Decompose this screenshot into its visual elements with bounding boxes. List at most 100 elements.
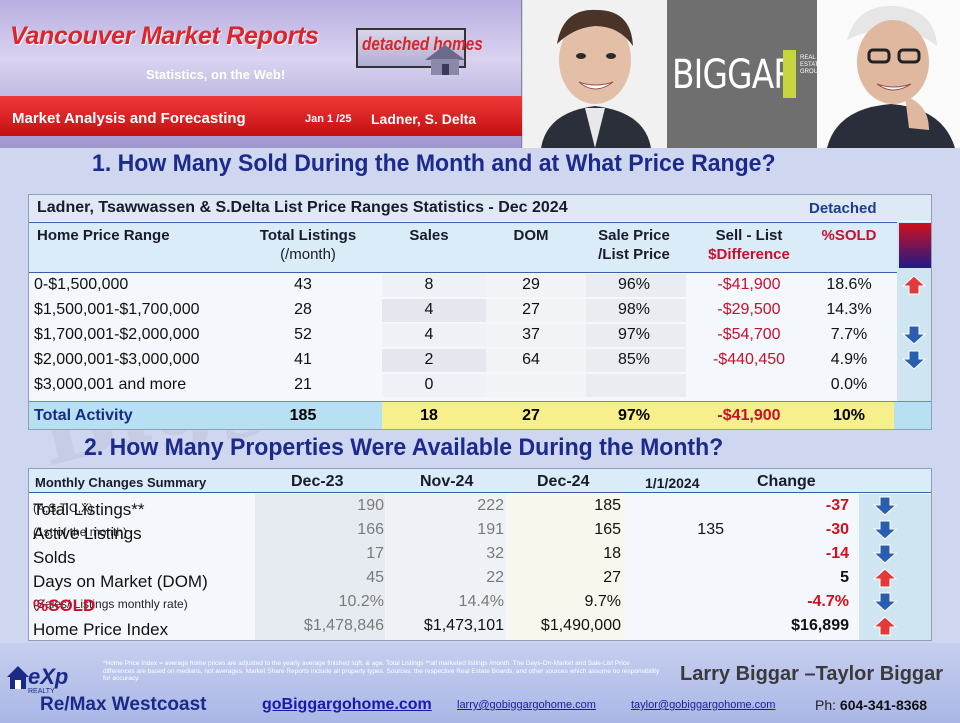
monthly-changes-table: Monthly Changes Summary Dec-23 Nov-24 De… [28,468,932,641]
phone-label: Ph: [815,697,837,713]
site-subtitle: Statistics, on the Web! [146,67,286,82]
listings: 43 [294,276,312,293]
total-highlight [382,402,894,429]
phone-number: 604-341-8368 [839,697,928,713]
table-row: $2,000,001-$3,000,000 41 2 64 85% -$440,450 4.… [29,349,931,372]
table-row: Home Price Index $1,478,846 $1,473,101 $1,4… [29,614,931,639]
house-icon [425,45,465,75]
sales: 2 [424,351,434,368]
table-row: Solds 17 32 18 -14 [29,542,931,567]
value-dec23: $1,478,846 [303,617,384,634]
col-pct-sold: %SOLD [821,227,877,244]
value-nov24: 191 [477,521,504,538]
table-title: Ladner, Tsawwassen & S.Delta List Price … [37,199,568,216]
report-area: Ladner, S. Delta [371,111,477,127]
value-dec24: $1,490,000 [540,617,621,634]
property-type: Detached [809,200,877,217]
sale-list-ratio: 96% [617,276,651,293]
value-dec24: 27 [603,569,621,586]
agent-photo-taylor [523,0,667,148]
badge-label: detached homes [362,34,483,54]
metric-label: Active Listings (1st of the month) [33,524,142,543]
arrow-down-icon [872,592,898,612]
listings: 52 [294,326,312,343]
sale-list-ratio: 85% [617,351,651,368]
total-row: Total Activity 185 18 27 97% -$41,900 10… [29,401,931,429]
arrow-up-icon [872,568,898,588]
email-taylor-link[interactable]: taylor@gobiggargohome.com [631,699,776,711]
total-listings: 185 [289,407,317,424]
value-nov24: $1,473,101 [423,617,504,634]
price-range-table: Ladner, Tsawwassen & S.Delta List Price … [28,194,932,430]
value-change: -30 [825,521,849,538]
table-row: %SOLD (Sales/ Listings monthly rate) 10.2… [29,590,931,615]
total-dom: 27 [522,407,540,424]
website-link[interactable]: goBiggargohome.com [262,696,432,713]
col-jan: 1/1/2024 [645,475,700,491]
agent-names: Larry Biggar –Taylor Biggar [680,663,944,685]
value-dec23: 166 [357,521,384,538]
col-shade [507,494,625,640]
value-dec23: 10.2% [338,593,384,610]
logo-accent [783,50,796,98]
section2-heading: 2. How Many Properties Were Available Du… [84,434,724,461]
sale-list-ratio: 98% [617,301,651,318]
col-shade [386,494,506,640]
exp-logo: eXp [28,664,69,689]
sales: 0 [424,376,434,393]
value-change: -4.7% [807,593,849,610]
price-range: $3,000,001 and more [34,376,187,393]
dom: 37 [522,326,540,343]
value-nov24: 14.4% [458,593,504,610]
table-row: Total Listings** (A,S,T,C,X) 190 222 185 -37 [29,494,931,519]
pct-sold: 4.9% [830,351,868,368]
value-dec24: 185 [594,497,621,514]
pct-sold: 14.3% [826,301,872,318]
table-row: Days on Market (DOM) 45 22 27 5 [29,566,931,591]
total-label: Total Activity [34,407,133,424]
table-title-row: Ladner, Tsawwassen & S.Delta List Price … [29,195,931,221]
listings: 28 [294,301,312,318]
price-range: 0-$1,500,000 [34,276,129,293]
disclaimer: *Home Price Index = average home prices … [103,660,660,682]
col-sale-list-ratio: Sale Price /List Price [598,227,670,263]
total-ratio: 97% [617,407,651,424]
trend-column [859,494,931,640]
table-header: Home Price Range Total Listings (/month)… [29,222,931,273]
value-change: -14 [825,545,849,562]
pct-sold: 0.0% [830,376,868,393]
phone: Ph: 604-341-8368 [815,697,927,713]
sell-list-diff: -$54,700 [717,326,781,343]
brokerage-name: Re/Max Westcoast [40,694,207,715]
price-range: $1,700,001-$2,000,000 [34,326,200,343]
value-dec24: 165 [594,521,621,538]
table-row: 0-$1,500,000 43 8 29 96% -$41,900 18.6% [29,274,931,297]
header-red-bar [0,96,522,136]
col-sell-list-diff: Sell - List $Difference [708,227,790,263]
sell-list-diff: -$41,900 [717,276,781,293]
sell-list-diff: -$440,450 [712,351,786,368]
arrow-down-icon [872,520,898,540]
price-range: $1,500,001-$1,700,000 [34,301,200,318]
arrow-up-icon [901,275,927,295]
value-dec23: 190 [357,497,384,514]
market-analysis-label: Market Analysis and Forecasting [12,110,246,127]
col-change: Change [757,473,816,490]
total-sales: 18 [420,407,438,424]
metric-label: %SOLD (Sales/ Listings monthly rate) [33,596,188,615]
col-summary: Monthly Changes Summary [35,475,207,490]
col-dec23: Dec-23 [291,473,344,490]
col-range: Home Price Range [37,227,170,244]
listings: 21 [294,376,312,393]
arrow-down-icon [872,496,898,516]
value-change: $16,899 [791,617,849,634]
section1-heading: 1. How Many Sold During the Month and at… [92,150,776,177]
sales: 4 [424,326,434,343]
email-larry-link[interactable]: larry@gobiggargohome.com [457,699,596,711]
exp-realty-label: REALTY [28,688,55,695]
total-pct: 10% [832,407,866,424]
table-row: $1,700,001-$2,000,000 52 4 37 97% -$54,700 7.7… [29,324,931,347]
total-diff: -$41,900 [717,407,781,424]
value-nov24: 222 [477,497,504,514]
dom: 27 [522,301,540,318]
